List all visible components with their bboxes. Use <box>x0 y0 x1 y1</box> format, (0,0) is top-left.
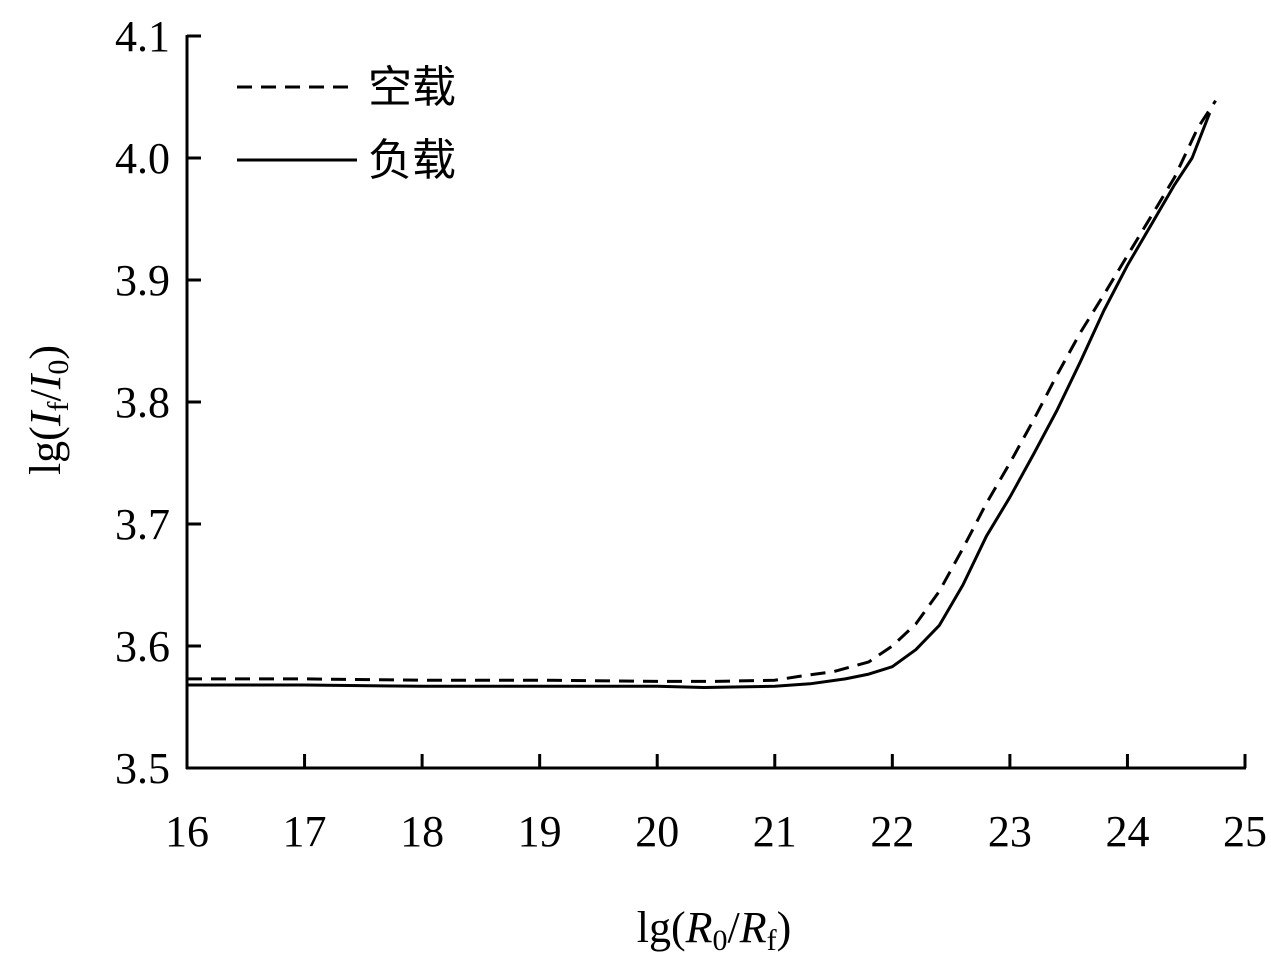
x-tick-label: 23 <box>988 807 1032 856</box>
series-line-noload <box>187 99 1217 683</box>
legend-label-noload: 空载 <box>368 63 456 112</box>
y-title-slash: / <box>21 389 70 402</box>
y-title-den-sub: 0 <box>42 360 75 375</box>
y-tick-label: 3.6 <box>115 622 170 671</box>
y-axis-title: lg(If/I0) <box>21 345 75 475</box>
x-tick-label: 21 <box>753 807 797 856</box>
x-tick-label: 19 <box>518 807 562 856</box>
y-tick-label: 3.9 <box>115 256 170 305</box>
x-axis-title: lg(R0/Rf) <box>637 903 792 957</box>
x-title-num: R <box>685 903 713 952</box>
plot-lines <box>187 99 1217 689</box>
x-tick-label: 22 <box>870 807 914 856</box>
x-tick-label: 24 <box>1105 807 1149 856</box>
legend-label-load: 负载 <box>368 136 456 185</box>
x-tick-label: 25 <box>1223 807 1267 856</box>
axes <box>185 34 1247 770</box>
x-tick-label: 17 <box>283 807 327 856</box>
x-title-den-sub: f <box>767 924 777 957</box>
y-title-num-sub: f <box>42 402 75 412</box>
y-tick-label: 3.7 <box>115 500 170 549</box>
x-tick-label: 16 <box>165 807 209 856</box>
x-title-prefix: lg( <box>637 903 686 952</box>
x-title-num-sub: 0 <box>713 924 728 957</box>
y-tick-label: 3.5 <box>115 744 170 793</box>
y-title-den: I <box>21 372 70 390</box>
x-tick-label: 20 <box>635 807 679 856</box>
x-title-den: R <box>739 903 767 952</box>
y-title-prefix: lg( <box>21 426 70 475</box>
y-tick-label: 3.8 <box>115 378 170 427</box>
x-tick-labels: 16 17 18 19 20 21 22 23 24 25 <box>165 807 1267 856</box>
y-tick-labels: 3.5 3.6 3.7 3.8 3.9 4.0 4.1 <box>115 12 170 793</box>
y-title-suffix: ) <box>21 345 70 360</box>
series-line-load <box>187 112 1212 689</box>
x-title-suffix: ) <box>777 903 792 952</box>
y-tick-label: 4.1 <box>115 12 170 61</box>
y-tick-label: 4.0 <box>115 134 170 183</box>
x-tick-label: 18 <box>400 807 444 856</box>
y-title-num: I <box>21 409 70 427</box>
x-title-slash: / <box>728 903 741 952</box>
legend: 空载 负载 <box>237 63 456 185</box>
